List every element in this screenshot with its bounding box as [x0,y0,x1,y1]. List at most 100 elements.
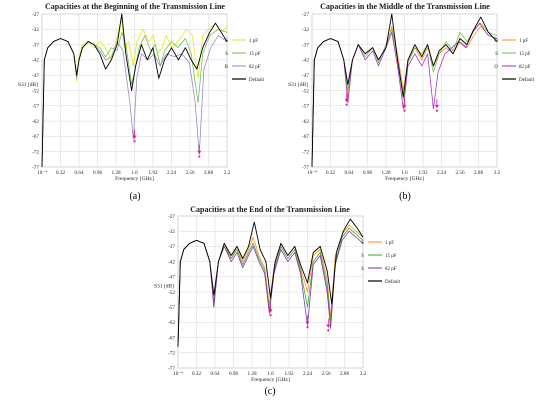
x-tick-label: 3.2 [360,371,367,377]
legend-label: Default [519,78,535,83]
series-line-default [177,218,364,347]
x-tick-label: 1.92 [418,170,427,176]
legend-label: Default [385,280,401,285]
legend-marker-letter: S [361,241,364,246]
marker-arrow-head [268,309,273,313]
x-tick-label: 0.64 [344,170,353,176]
x-tick-label: 2.24 [167,170,176,176]
marker-dot [198,155,201,158]
y-tick-label: -52 [32,88,39,94]
y-tick-label: -27 [168,214,175,220]
y-tick-label: -27 [32,12,39,18]
marker-dot [269,313,272,317]
y-tick-label: -32 [302,27,309,33]
marker-dot [345,103,348,106]
legend-marker-letter: S [361,267,364,272]
marker-arrow-head [132,135,137,139]
x-tick-label: 1.92 [148,170,157,176]
y-tick-label: -67 [302,134,309,140]
marker-arrow-head [305,321,310,325]
marker-dot [435,109,438,112]
series-line-default [311,13,498,168]
legend-label: 1 pF [249,39,258,44]
y-tick-label: -77 [32,165,39,171]
marker-dot [133,140,136,143]
x-tick-label: 2.88 [204,170,213,176]
marker-dot [327,329,330,332]
y-tick-label: -52 [168,290,175,296]
legend-marker-letter: B [225,65,229,70]
chart-panel-a: Capacities at the Beginning of the Trans… [18,2,265,202]
x-tick-label: 2.56 [321,371,330,377]
y-tick-label: -32 [32,27,39,33]
legend-label: 15 pF [519,52,531,57]
x-axis-label: Frequency [GHz] [251,377,290,383]
x-tick-label: 1.92 [284,371,293,377]
x-tick-label: 1.6 [267,371,274,377]
panel-caption: (a) [129,191,140,202]
x-tick-label: 2.24 [437,170,446,176]
marker-arrow-head [326,324,331,328]
y-tick-label: -72 [168,351,175,357]
x-tick-label: 2.56 [185,170,194,176]
legend-marker-letter: O [494,39,498,44]
y-tick-label: -37 [302,42,309,48]
x-tick-label: 3.2 [224,170,231,176]
x-tick-label: 0.32 [326,170,335,176]
x-tick-label: 0.96 [93,170,102,176]
y-axis-label: S31 [dB] [18,82,38,88]
marker-dot [403,109,406,112]
y-tick-label: -27 [302,12,309,18]
y-tick-label: -52 [302,88,309,94]
y-tick-label: -37 [168,244,175,250]
y-tick-label: -32 [168,229,175,235]
chart-panel-b: Capacities in the Middle of the Transmis… [288,2,535,202]
x-tick-label: 2.24 [303,371,312,377]
x-tick-label: 10⁻⁴ [173,371,183,377]
x-tick-label: 1.28 [111,170,120,176]
y-tick-label: -57 [32,104,39,110]
y-tick-label: -57 [168,305,175,311]
panel-caption: (b) [399,191,411,202]
marker-arrow-head [434,104,439,109]
series-line-default [41,13,228,168]
chart-title: Capacities at the End of the Transmissio… [190,205,350,214]
x-tick-label: 1.6 [131,170,138,176]
chart-title: Capacities in the Middle of the Transmis… [320,2,490,11]
x-tick-label: 0.32 [56,170,65,176]
y-tick-label: -37 [32,42,39,48]
x-tick-label: 1.6 [401,170,408,176]
x-tick-label: 0.64 [74,170,83,176]
legend-label: 82 pF [249,65,261,70]
y-tick-label: -72 [302,150,309,156]
chart-panel-c: Capacities at the End of the Transmissio… [154,205,401,397]
legend-label: 15 pF [385,254,397,259]
x-tick-label: 10⁻⁴ [37,170,47,176]
x-axis-label: Frequency [GHz] [115,176,154,182]
x-tick-label: 0.64 [210,371,219,377]
x-tick-label: 0.32 [192,371,201,377]
y-axis-label: S31 [dB] [154,283,174,289]
legend-marker-letter: S [225,52,228,57]
marker-arrow-head [197,150,202,155]
y-tick-label: -42 [168,259,175,265]
y-tick-label: -42 [302,58,309,64]
y-tick-label: -62 [32,119,39,125]
y-tick-label: -72 [32,150,39,156]
y-tick-label: -77 [302,165,309,171]
legend-marker-letter: O [494,65,498,70]
marker-dot [306,326,309,329]
legend-label: 1 pF [519,39,528,44]
y-tick-label: -47 [168,275,175,281]
x-tick-label: 10⁻⁴ [307,170,317,176]
y-tick-label: -47 [302,73,309,79]
y-tick-label: -67 [168,335,175,341]
x-tick-label: 2.56 [455,170,464,176]
legend-marker-letter: S [495,52,498,57]
y-tick-label: -62 [302,119,309,125]
x-tick-label: 2.88 [474,170,483,176]
legend-marker-letter: S [225,39,228,44]
legend-marker-letter: S [361,254,364,259]
marker-arrow-head [344,98,349,103]
